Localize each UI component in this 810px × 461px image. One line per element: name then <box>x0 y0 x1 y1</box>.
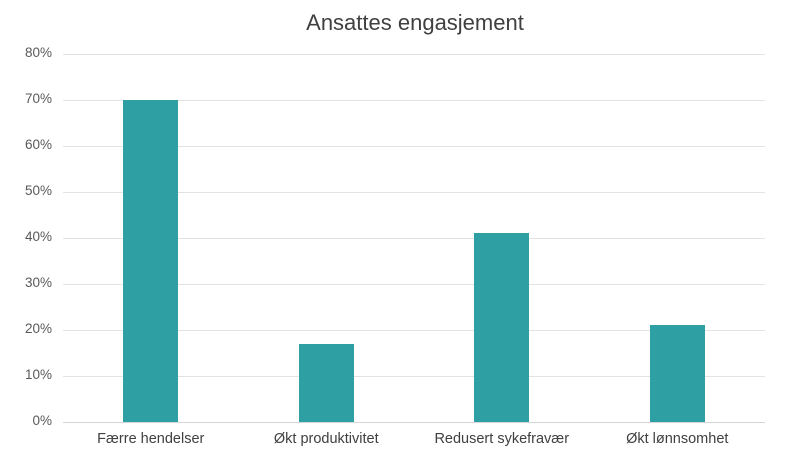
gridline <box>63 54 765 55</box>
x-tick-label: Økt lønnsomhet <box>626 431 729 447</box>
y-tick-label: 70% <box>24 91 52 106</box>
x-tick-label: Færre hendelser <box>97 431 205 447</box>
y-tick-label: 60% <box>24 137 52 152</box>
gridline <box>63 422 765 423</box>
y-tick-label: 10% <box>24 367 52 382</box>
gridline <box>63 146 765 147</box>
gridline <box>63 330 765 331</box>
y-tick-label: 0% <box>32 413 52 428</box>
bar <box>123 100 179 422</box>
plot-area <box>63 54 765 423</box>
bar <box>298 343 354 422</box>
x-tick-label: Økt produktivitet <box>273 431 379 447</box>
bar <box>649 325 705 422</box>
y-tick-label: 50% <box>24 183 52 198</box>
gridline <box>63 238 765 239</box>
gridline <box>63 192 765 193</box>
y-tick-label: 30% <box>24 275 52 290</box>
gridline <box>63 376 765 377</box>
y-tick-label: 20% <box>24 321 52 336</box>
bar <box>474 233 530 422</box>
y-tick-label: 80% <box>24 45 52 60</box>
chart-title: Ansattes engasjement <box>306 10 524 35</box>
y-tick-label: 40% <box>24 229 52 244</box>
gridline <box>63 284 765 285</box>
x-tick-label: Redusert sykefravær <box>434 431 570 447</box>
gridline <box>63 100 765 101</box>
